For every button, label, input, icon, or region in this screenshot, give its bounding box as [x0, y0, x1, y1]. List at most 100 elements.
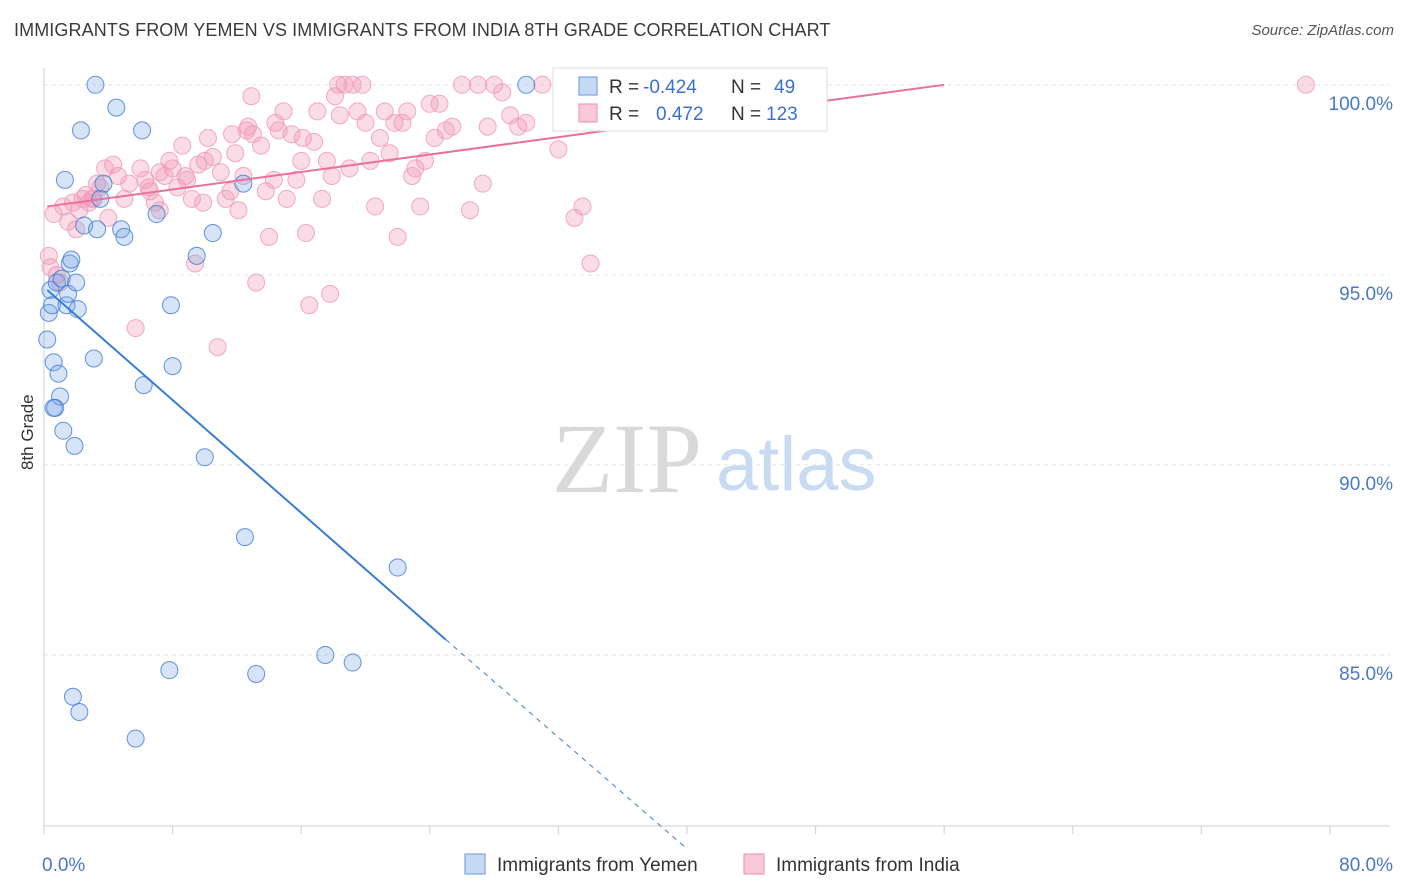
yemen-point-40	[203, 224, 222, 243]
india-point-95	[452, 75, 471, 94]
india-point-35	[182, 189, 201, 208]
india-point-99	[478, 117, 497, 136]
stats-box: R = -0.424 N = 49 R = 0.472 N = 123	[552, 67, 828, 132]
india-point-19	[104, 155, 123, 174]
india-point-23	[126, 319, 145, 338]
legend: Immigrants from Yemen Immigrants from In…	[464, 853, 960, 876]
india-point-87	[406, 159, 425, 178]
india-point-54	[260, 227, 279, 246]
legend-yemen-label: Immigrants from Yemen	[497, 855, 698, 876]
y-tick-labels: 85.0% 90.0% 95.0% 100.0%	[1329, 94, 1394, 685]
india-point-76	[356, 113, 375, 132]
yemen-point-37	[163, 357, 182, 376]
stats-india-r-label: R =	[609, 104, 639, 125]
india-point-119	[237, 121, 256, 140]
india-point-21	[115, 189, 134, 208]
india-point-63	[300, 296, 319, 315]
yemen-point-33	[134, 376, 153, 395]
yemen-point-19	[68, 300, 87, 319]
india-point-88	[411, 197, 430, 216]
india-point-51	[247, 273, 266, 292]
india-point-55	[264, 170, 283, 189]
x-tick-labels: 0.0% 80.0%	[42, 855, 1393, 876]
stats-yemen-n-value: 49	[774, 77, 795, 98]
yemen-point-16	[63, 687, 82, 706]
yemen-point-38	[187, 246, 206, 265]
india-point-122	[329, 75, 348, 94]
yemen-point-18	[67, 273, 86, 292]
india-point-101	[493, 83, 512, 102]
yemen-point-39	[195, 448, 214, 467]
india-point-38	[194, 193, 213, 212]
yemen-point-43	[247, 664, 266, 683]
legend-india-label: Immigrants from India	[776, 855, 960, 876]
india-point-39	[198, 129, 217, 148]
legend-india-swatch	[743, 853, 765, 875]
india-point-115	[195, 151, 214, 170]
yemen-point-34	[147, 205, 166, 224]
watermark: ZIP atlas	[552, 403, 877, 514]
yemen-point-3	[43, 296, 62, 315]
yemen-point-0	[38, 330, 57, 349]
stats-india-n-value: 123	[766, 104, 798, 125]
india-point-72	[340, 159, 359, 178]
source-label: Source: ZipAtlas.com	[1251, 22, 1394, 39]
india-point-60	[287, 170, 306, 189]
yemen-trend-line	[46, 289, 447, 641]
india-point-114	[176, 167, 195, 186]
yemen-point-28	[107, 98, 126, 117]
yemen-points	[38, 75, 536, 748]
yemen-point-8	[51, 387, 70, 406]
india-points	[39, 75, 1315, 357]
yemen-point-11	[55, 170, 74, 189]
india-point-117	[293, 129, 312, 148]
india-point-85	[398, 102, 417, 121]
india-point-108	[573, 197, 592, 216]
india-point-73	[343, 75, 362, 94]
yemen-trend-extension	[445, 639, 688, 850]
watermark-zip: ZIP	[552, 403, 702, 514]
yemen-point-47	[517, 75, 536, 94]
india-point-121	[322, 167, 341, 186]
india-point-64	[305, 132, 324, 151]
stats-yemen-r-value: -0.424	[643, 77, 697, 98]
india-point-49	[242, 87, 261, 106]
y-tick-label-1: 90.0%	[1339, 474, 1393, 495]
india-point-70	[330, 106, 349, 125]
stats-yemen-swatch	[578, 76, 598, 96]
india-point-84	[393, 113, 412, 132]
yemen-point-7	[49, 364, 68, 383]
india-point-62	[297, 224, 316, 243]
gridlines	[44, 84, 1390, 656]
yemen-point-21	[71, 121, 90, 140]
india-point-24	[131, 159, 150, 178]
yemen-point-23	[84, 349, 103, 368]
india-point-46	[229, 201, 248, 220]
stats-india-n-label: N =	[731, 104, 761, 125]
yemen-point-46	[388, 558, 407, 577]
india-point-41	[208, 338, 227, 357]
india-point-79	[370, 129, 389, 148]
india-point-0	[39, 246, 58, 265]
yemen-point-35	[160, 661, 179, 680]
india-point-116	[266, 113, 285, 132]
india-point-94	[443, 117, 462, 136]
india-point-78	[366, 197, 385, 216]
stats-india-swatch	[578, 103, 598, 123]
yemen-point-45	[343, 653, 362, 672]
yemen-point-20	[70, 702, 89, 721]
x-tick-label-0: 0.0%	[42, 855, 85, 876]
y-tick-label-0: 85.0%	[1339, 664, 1393, 685]
india-point-90	[420, 94, 439, 113]
india-point-109	[581, 254, 600, 273]
yemen-point-44	[316, 645, 335, 664]
india-point-105	[533, 75, 552, 94]
yemen-point-9	[52, 269, 71, 288]
india-point-66	[313, 189, 332, 208]
yemen-point-4	[44, 353, 63, 372]
legend-yemen-swatch	[464, 853, 486, 875]
india-point-68	[321, 284, 340, 303]
yemen-point-17	[65, 436, 84, 455]
india-point-52	[252, 136, 271, 155]
